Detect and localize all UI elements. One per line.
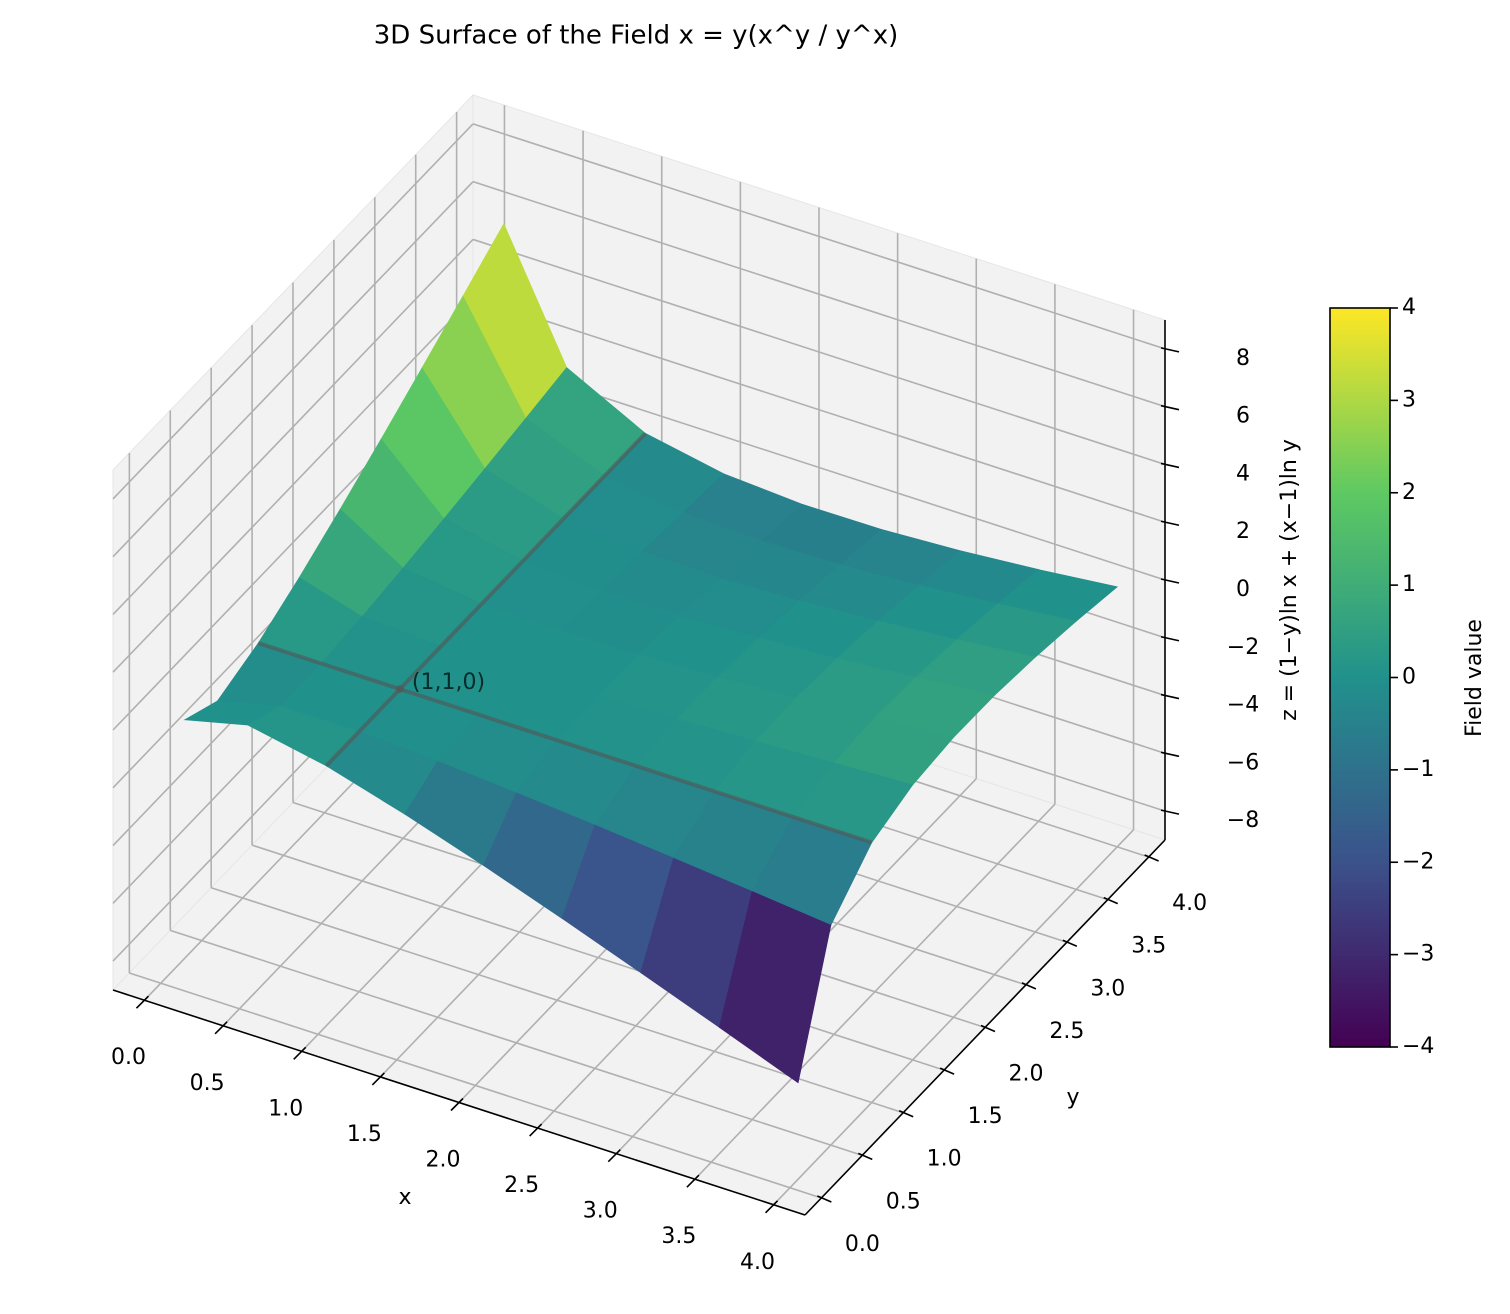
tick-mark	[1160, 635, 1180, 642]
tick-mark	[1144, 854, 1159, 862]
y-tick-label: 3.0	[1090, 976, 1125, 1001]
tick-mark	[1021, 982, 1037, 990]
tick-mark	[1160, 404, 1180, 411]
tick-mark	[1103, 896, 1119, 905]
tick-mark	[529, 1123, 543, 1137]
y-tick-label: 4.0	[1172, 891, 1207, 916]
colorbar-tick-label: 3	[1402, 387, 1416, 412]
z-tick-label: −6	[1227, 750, 1259, 775]
colorbar-tick-label: 1	[1402, 572, 1416, 597]
tick-mark	[764, 1200, 779, 1214]
tick-mark	[1160, 751, 1180, 758]
tick-mark	[980, 1024, 996, 1033]
z-tick-label: 6	[1236, 404, 1250, 429]
x-tick-label: 2.5	[504, 1173, 539, 1198]
grid-line	[472, 238, 1166, 466]
z-tick-label: 4	[1236, 461, 1250, 486]
grid-line	[251, 844, 945, 1071]
tick-mark	[135, 995, 150, 1009]
tick-mark	[1160, 578, 1180, 584]
tick-mark	[1160, 809, 1180, 815]
tick-mark	[450, 1097, 464, 1112]
y-tick-label: 3.5	[1131, 934, 1166, 959]
z-tick-label: 0	[1236, 577, 1250, 602]
surface-cell	[719, 891, 832, 1084]
tick-mark	[1062, 939, 1078, 948]
z-axis-label: z = (1−y)ln x + (x−1)ln y	[1277, 439, 1302, 721]
tick-mark	[1160, 462, 1180, 469]
colorbar-label: Field value	[1462, 619, 1487, 737]
y-tick-label: 1.0	[927, 1147, 962, 1172]
tick-mark	[1160, 520, 1180, 527]
tick-mark	[686, 1174, 700, 1188]
colorbar-tick-label: 4	[1402, 295, 1416, 320]
grid-line	[112, 181, 474, 558]
grid-line	[472, 296, 1166, 523]
colorbar-tick-label: −1	[1402, 757, 1434, 782]
y-tick-label: 0.5	[886, 1189, 921, 1214]
grid-line	[112, 238, 474, 615]
grid-line	[472, 180, 1166, 408]
colorbar	[1329, 307, 1391, 1048]
reference-line	[257, 641, 873, 845]
x-tick-label: 4.0	[740, 1250, 775, 1275]
x-tick-label: 1.5	[347, 1122, 382, 1147]
tick-mark	[293, 1046, 307, 1060]
tick-mark	[214, 1021, 228, 1035]
x-axis-label: x	[398, 1185, 411, 1210]
y-tick-label: 0.0	[845, 1232, 880, 1257]
x-tick-label: 0.0	[111, 1045, 146, 1070]
z-tick-label: −2	[1227, 635, 1259, 660]
y-tick-label: 1.5	[968, 1104, 1003, 1129]
z-tick-label: −4	[1227, 693, 1259, 718]
annotation-point	[395, 685, 404, 694]
x-tick-label: 2.0	[426, 1148, 461, 1173]
colorbar-tick-label: −4	[1402, 1034, 1434, 1059]
grid-line	[129, 972, 822, 1199]
tick-mark	[607, 1149, 621, 1163]
x-tick-label: 3.5	[661, 1224, 696, 1249]
y-tick-label: 2.5	[1049, 1019, 1084, 1044]
x-tick-label: 1.0	[268, 1096, 303, 1121]
tick-mark	[1160, 693, 1180, 700]
x-tick-label: 3.0	[583, 1199, 618, 1224]
colorbar-tick-label: 0	[1402, 665, 1416, 690]
tick-mark	[1160, 347, 1180, 353]
colorbar-tick-label: −3	[1402, 942, 1434, 967]
z-tick-label: −8	[1227, 808, 1259, 833]
tick-mark	[939, 1067, 955, 1075]
y-tick-label: 2.0	[1009, 1062, 1044, 1087]
axis-line	[112, 989, 806, 1216]
tick-mark	[371, 1072, 385, 1086]
grid-line	[170, 929, 863, 1157]
x-tick-label: 0.5	[190, 1071, 225, 1096]
tick-mark	[857, 1152, 873, 1161]
grid-line	[112, 296, 474, 673]
z-tick-label: 8	[1236, 346, 1250, 371]
axis-line	[804, 839, 1166, 1216]
tick-mark	[898, 1109, 914, 1118]
colorbar-tick-label: −2	[1402, 849, 1434, 874]
reference-line	[324, 432, 647, 768]
y-axis-label: y	[1066, 1085, 1079, 1110]
tick-mark	[817, 1195, 832, 1203]
chart-title: 3D Surface of the Field x = y(x^y / y^x)	[374, 21, 898, 51]
grid-line	[472, 123, 1166, 350]
grid-line	[112, 123, 474, 500]
colorbar-tick-label: 2	[1402, 480, 1416, 505]
z-tick-label: 2	[1236, 519, 1250, 544]
annotation: (1,1,0)	[412, 670, 485, 695]
